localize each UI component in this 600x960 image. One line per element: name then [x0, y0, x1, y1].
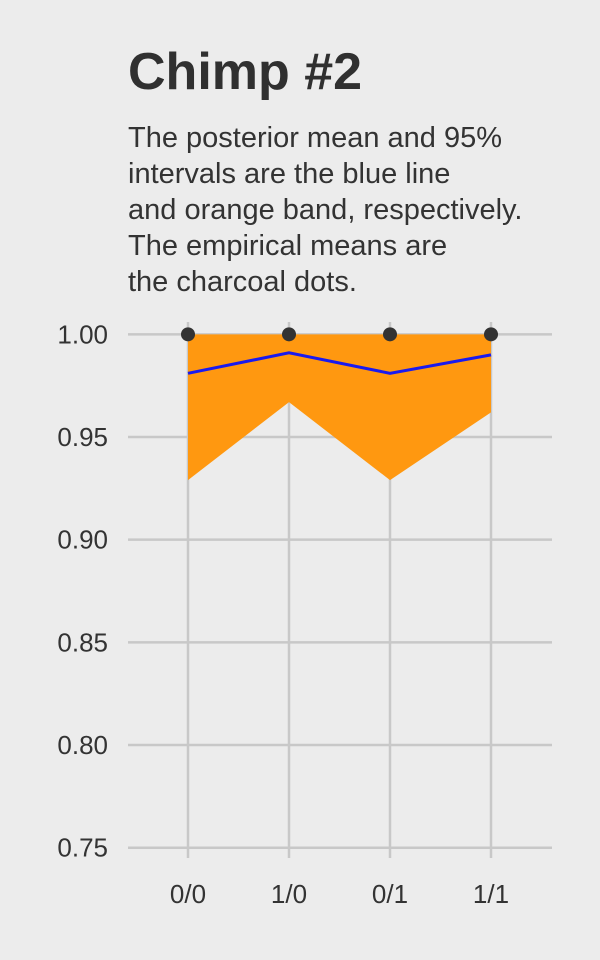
x-tick-label: 1/0 — [271, 879, 307, 909]
subtitle-line: the charcoal dots. — [128, 266, 357, 298]
empirical-mean-point — [484, 327, 498, 342]
y-tick-label: 0.85 — [57, 627, 108, 657]
x-tick-label: 0/0 — [170, 879, 206, 909]
chart-title: Chimp #2 — [128, 43, 363, 101]
y-tick-label: 1.00 — [57, 319, 108, 349]
empirical-mean-point — [282, 327, 296, 342]
y-tick-label: 0.90 — [57, 525, 108, 555]
subtitle-line: and orange band, respectively. — [128, 194, 523, 226]
empirical-mean-point — [383, 327, 397, 342]
posterior-mean-line — [187, 351, 492, 375]
chart-subtitle: The posterior mean and 95% intervals are… — [128, 120, 598, 300]
y-tick-label: 0.75 — [57, 833, 108, 863]
subtitle-line: intervals are the blue line — [128, 158, 451, 190]
y-tick-label: 0.80 — [57, 730, 108, 760]
x-tick-label: 0/1 — [372, 879, 408, 909]
subtitle-line: The empirical means are — [128, 230, 448, 262]
x-tick-label: 1/1 — [473, 879, 509, 909]
empirical-mean-point — [181, 327, 195, 342]
y-tick-label: 0.95 — [57, 422, 108, 452]
subtitle-line: The posterior mean and 95% — [128, 122, 502, 154]
interval-band — [188, 334, 491, 481]
